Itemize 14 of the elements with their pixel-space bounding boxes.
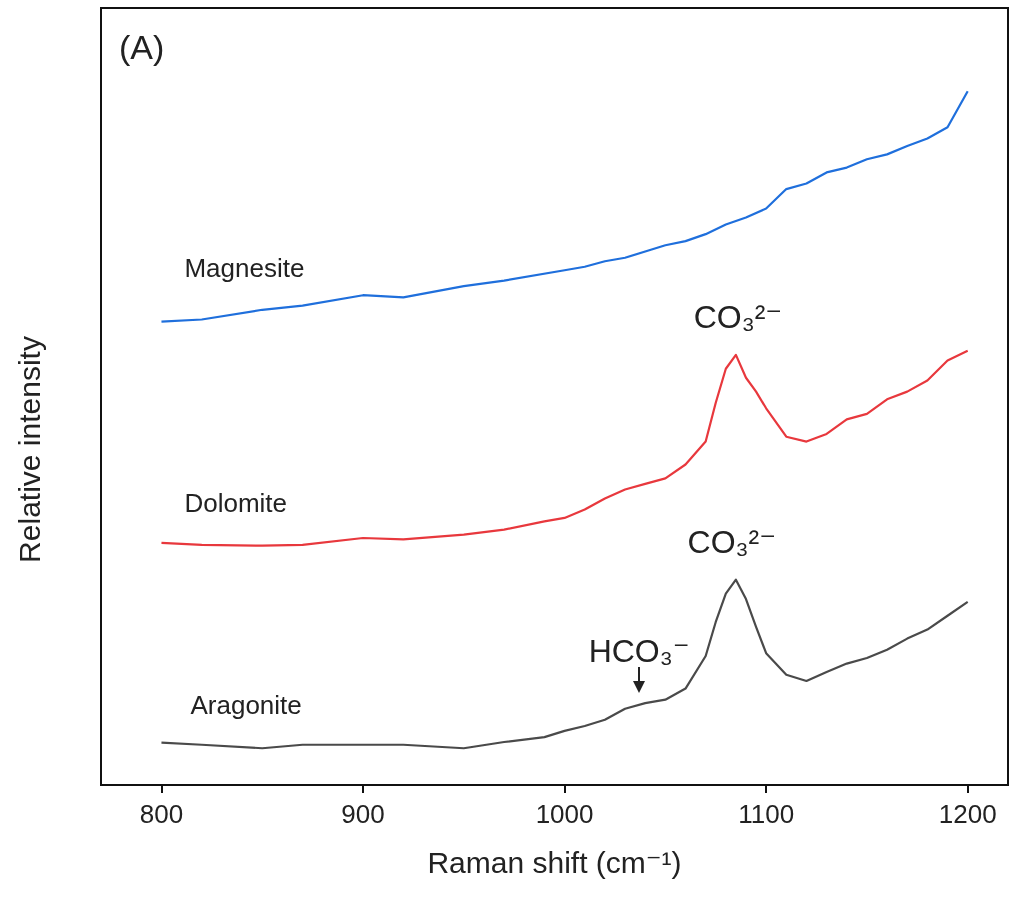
- y-axis-title: Relative intensity: [12, 336, 46, 563]
- text: (A): [119, 28, 165, 66]
- series-label: Aragonite: [190, 689, 302, 720]
- x-tick-label: 1100: [738, 799, 795, 829]
- annotation: HCO₃⁻: [588, 633, 690, 670]
- x-tick-label: 1200: [938, 799, 997, 829]
- series-label: Magnesite: [184, 252, 305, 283]
- x-tick-label: 900: [341, 799, 385, 829]
- x-tick-label: 800: [139, 799, 184, 829]
- annotation: CO₃²⁻: [687, 523, 777, 560]
- x-tick-label: 1000: [535, 799, 594, 829]
- x-axis-title: Raman shift (cm⁻¹): [427, 845, 682, 879]
- series-label: Dolomite: [184, 487, 288, 518]
- annotation: CO₃²⁻: [693, 298, 783, 335]
